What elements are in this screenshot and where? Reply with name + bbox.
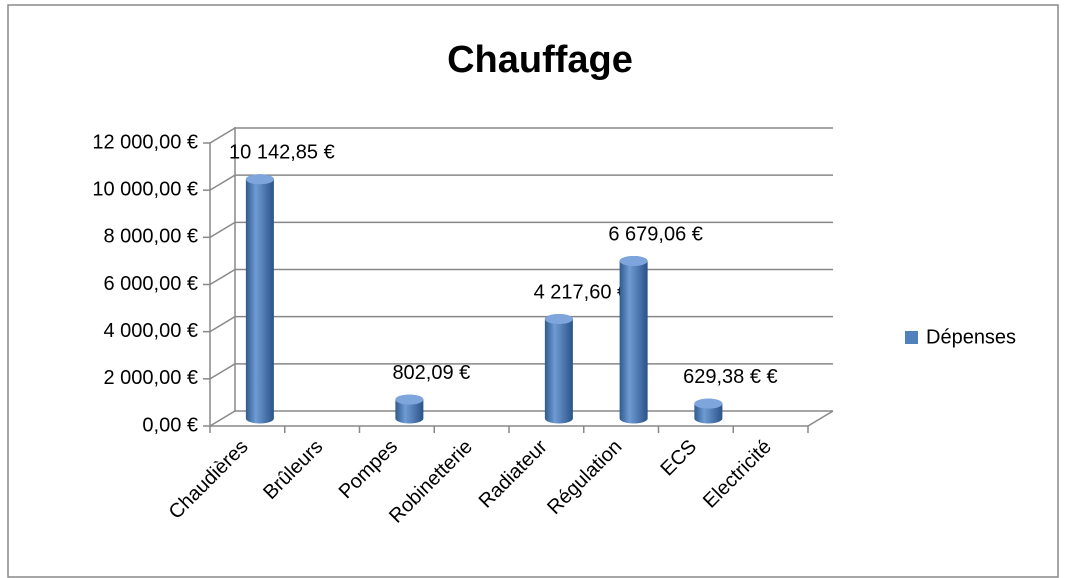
chart-title: Chauffage xyxy=(447,39,633,81)
legend-swatch xyxy=(905,331,918,344)
bar-cap xyxy=(544,314,573,325)
y-tick-label: 10 000,00 € xyxy=(92,178,198,200)
bar-cap xyxy=(619,255,648,266)
data-label: 629,38 € € xyxy=(683,366,778,388)
y-tick-label: 0,00 € xyxy=(142,414,198,436)
grid-line xyxy=(209,410,236,427)
bar-cap xyxy=(395,394,424,405)
grid-line xyxy=(209,268,236,286)
grid-line xyxy=(209,174,236,191)
y-tick-label: 12 000,00 € xyxy=(92,131,198,153)
grid-line xyxy=(209,127,236,144)
bar xyxy=(544,314,573,424)
y-tick-label: 6 000,00 € xyxy=(103,273,198,295)
data-label: 802,09 € xyxy=(392,362,470,384)
bar xyxy=(245,174,274,424)
bar-cap xyxy=(245,174,274,185)
legend-label: Dépenses xyxy=(926,326,1016,348)
grid-line xyxy=(209,363,236,380)
y-tick-label: 2 000,00 € xyxy=(103,367,198,389)
data-label: 4 217,60 € xyxy=(534,281,629,303)
data-label: 6 679,06 € xyxy=(608,223,703,245)
grid-line xyxy=(209,221,236,238)
grid-line xyxy=(209,316,236,333)
chart-frame xyxy=(7,4,1059,578)
bar xyxy=(619,255,648,424)
bar-cap xyxy=(694,398,723,409)
y-tick-label: 8 000,00 € xyxy=(103,226,198,248)
data-label: 10 142,85 € xyxy=(229,142,335,164)
y-tick-label: 4 000,00 € xyxy=(103,320,198,342)
